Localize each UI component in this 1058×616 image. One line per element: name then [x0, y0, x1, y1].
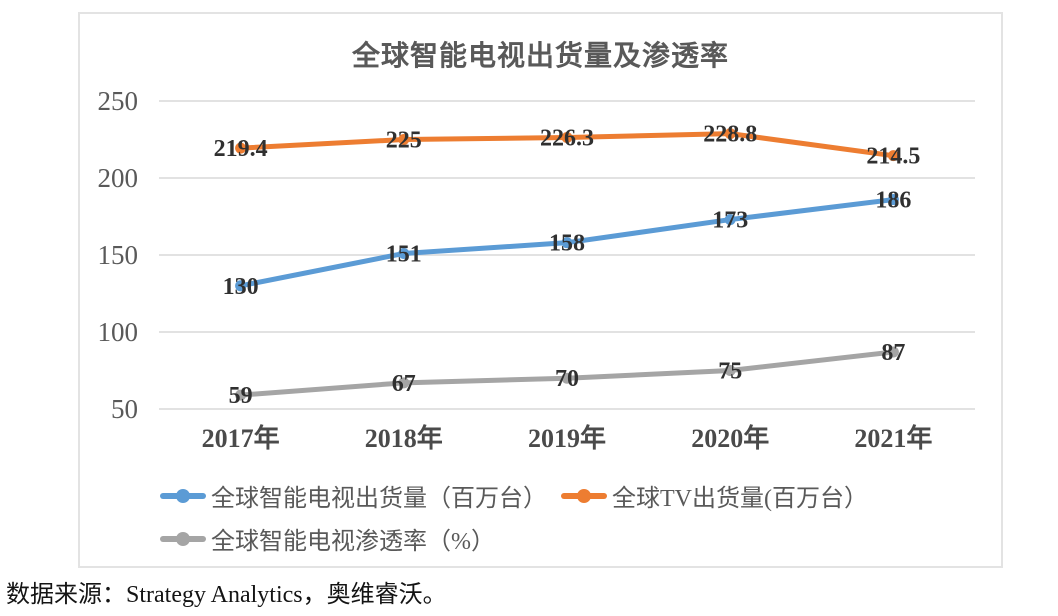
- legend-dot-icon: [176, 531, 190, 546]
- legend-line-marker-blue-icon: [160, 488, 206, 503]
- chart-title: 全球智能电视出货量及渗透率: [351, 41, 729, 72]
- data-point-marker: [887, 150, 899, 162]
- legend-row-2: 全球智能电视渗透率（%）: [160, 517, 882, 560]
- data-label: 158: [549, 231, 585, 257]
- x-axis-tick-label: 2018年: [365, 423, 443, 453]
- x-axis-tick-label: 2017年: [202, 423, 280, 453]
- legend-label: 全球智能电视渗透率（%）: [211, 529, 495, 555]
- chart-container: 全球智能电视出货量及渗透率 50 100 150 200 250 2017年 2018年 20…: [78, 12, 1003, 568]
- x-axis-tick-label: 2021年: [854, 423, 932, 453]
- data-point-marker: [235, 280, 247, 292]
- legend-dot-icon: [176, 488, 190, 503]
- data-point-marker: [887, 346, 899, 358]
- data-point-marker: [887, 194, 899, 206]
- line-chart-plot-area: 50 100 150 200 250 2017年 2018年 2019年 2020年 2021年 1…: [98, 86, 975, 453]
- chart-legend: 全球智能电视出货量（百万台） 全球TV出货量(百万台） 全球智能电视渗透率（%）: [160, 474, 882, 560]
- data-label: 225: [386, 128, 422, 154]
- data-label: 75: [718, 359, 742, 385]
- data-label: 228.8: [703, 122, 757, 148]
- data-label: 67: [392, 371, 416, 397]
- legend-item-penetration-rate: 全球智能电视渗透率（%）: [160, 521, 495, 556]
- data-point-marker: [398, 247, 410, 259]
- legend-item-smart-tv-shipments: 全球智能电视出货量（百万台）: [160, 478, 547, 513]
- data-label: 173: [712, 208, 748, 234]
- legend-dot-icon: [577, 488, 591, 503]
- data-point-marker: [561, 237, 573, 249]
- data-point-marker: [724, 128, 736, 140]
- data-label: 130: [223, 274, 259, 300]
- data-point-marker: [398, 377, 410, 389]
- data-label: 219.4: [214, 136, 268, 162]
- data-point-marker: [561, 131, 573, 143]
- data-point-marker: [724, 214, 736, 226]
- legend-item-global-tv-shipments: 全球TV出货量(百万台）: [561, 478, 868, 513]
- data-label: 214.5: [866, 144, 920, 170]
- data-point-marker: [235, 389, 247, 401]
- legend-row-1: 全球智能电视出货量（百万台） 全球TV出货量(百万台）: [160, 474, 882, 517]
- data-point-marker: [398, 134, 410, 145]
- y-axis-tick-label: 200: [98, 163, 139, 193]
- data-label: 226.3: [540, 125, 594, 151]
- legend-line-marker-orange-icon: [561, 488, 607, 503]
- data-label: 87: [881, 340, 905, 366]
- y-axis-tick-label: 50: [111, 394, 138, 424]
- data-point-marker: [561, 372, 573, 384]
- y-axis-tick-label: 100: [98, 317, 139, 347]
- data-point-marker: [235, 142, 247, 154]
- data-label: 151: [386, 241, 422, 267]
- y-axis-tick-label: 250: [98, 86, 139, 116]
- legend-label: 全球TV出货量(百万台）: [612, 486, 868, 512]
- data-label: 59: [229, 383, 253, 409]
- data-point-marker: [724, 365, 736, 376]
- x-axis-tick-label: 2020年: [691, 423, 769, 453]
- data-source-note: 数据来源：Strategy Analytics，奥维睿沃。: [6, 582, 447, 608]
- x-axis-tick-label: 2019年: [528, 423, 606, 453]
- data-label: 70: [555, 366, 579, 392]
- data-label: 186: [875, 188, 911, 214]
- legend-label: 全球智能电视出货量（百万台）: [211, 486, 547, 512]
- legend-line-marker-gray-icon: [160, 531, 206, 546]
- y-axis-tick-label: 150: [98, 240, 139, 270]
